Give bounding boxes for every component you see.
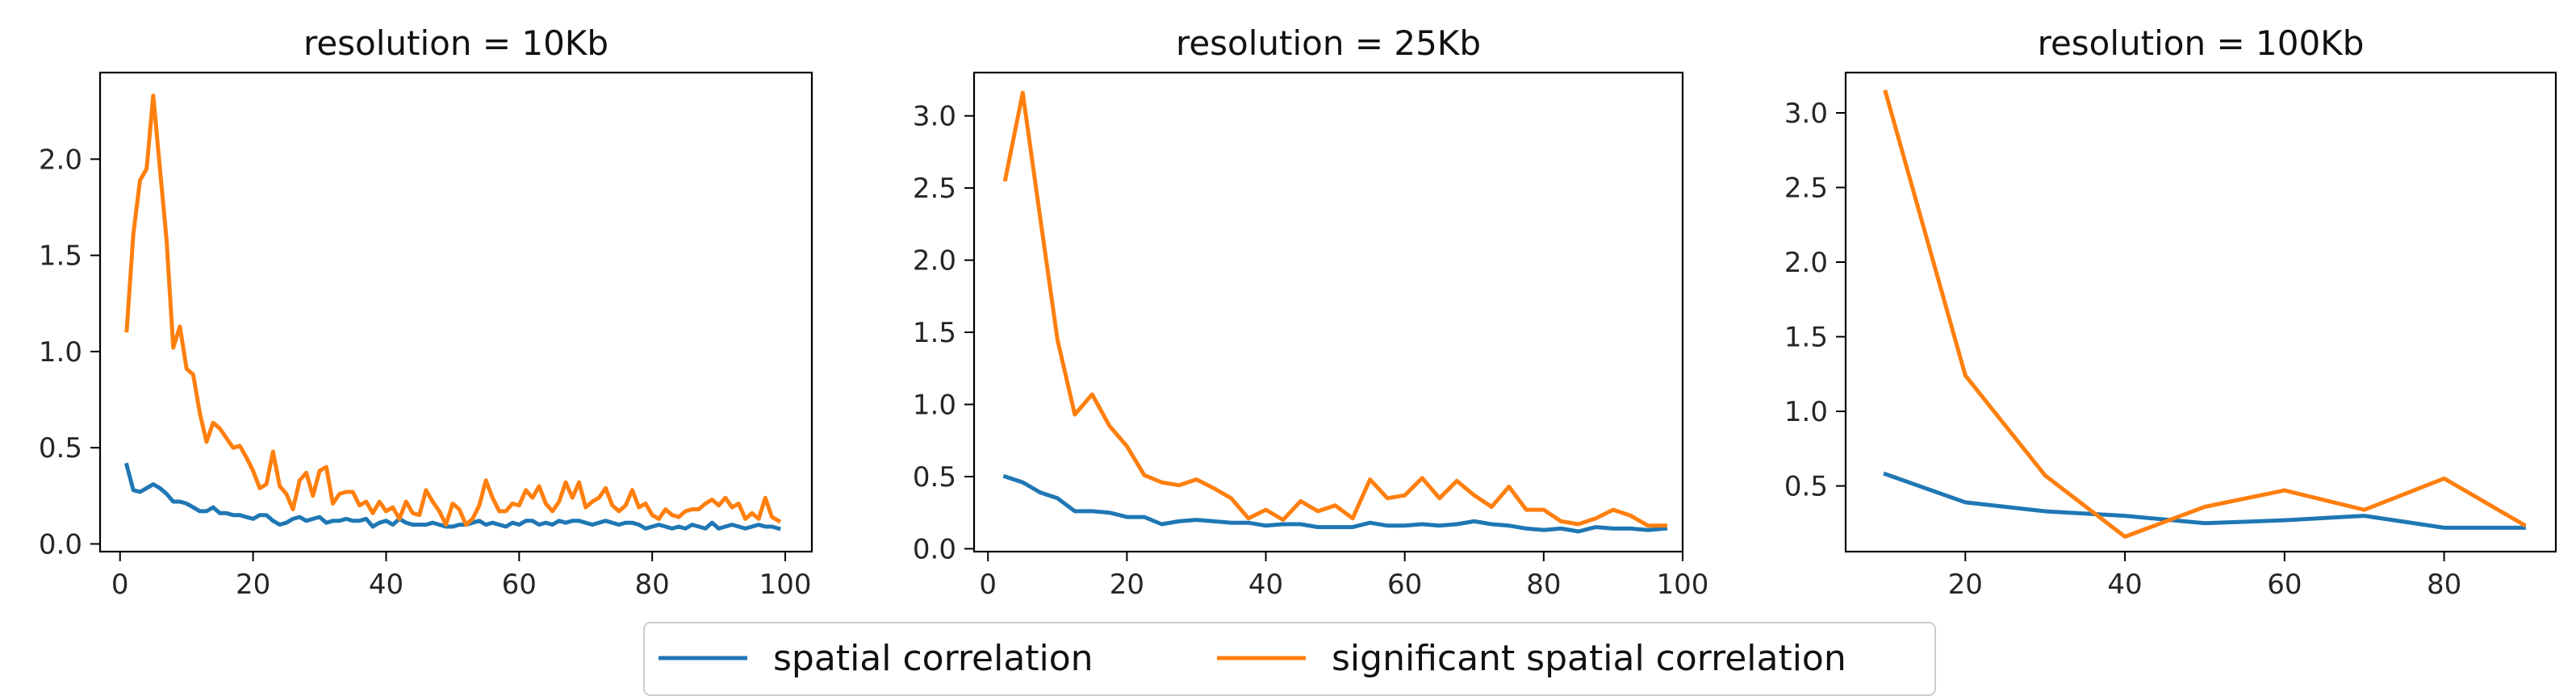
x-tick-label: 100	[1657, 569, 1709, 601]
y-tick-label: 1.5	[913, 317, 956, 349]
series-line-significant-spatial-correlation	[1002, 90, 1667, 528]
y-tick-label: 2.0	[39, 144, 82, 176]
x-tick-label: 80	[2427, 569, 2461, 601]
x-tick-label: 60	[502, 569, 537, 601]
panel-title: resolution = 25Kb	[1176, 23, 1481, 63]
y-tick-label: 3.0	[1784, 98, 1828, 130]
series-line-significant-spatial-correlation	[1883, 90, 2527, 539]
y-tick-label: 0.0	[913, 533, 956, 565]
x-tick-label: 20	[236, 569, 270, 601]
chart-panel-2: resolution = 25Kb 0 20 40 60 80 100 0.0 0.5 1.0 1.…	[913, 23, 1709, 601]
panel-title: resolution = 10Kb	[303, 23, 608, 63]
y-tick-label: 0.5	[39, 432, 82, 465]
y-tick-label: 1.0	[913, 390, 956, 422]
y-tick-label: 0.0	[39, 528, 82, 560]
series-line-spatial-correlation	[1002, 473, 1668, 534]
y-tick-label: 1.0	[39, 336, 82, 369]
y-tick-label: 1.5	[1784, 322, 1828, 354]
x-tick-label: 80	[1526, 569, 1561, 601]
y-tick-label: 2.5	[1784, 172, 1828, 204]
y-tick-label: 1.0	[1784, 396, 1828, 428]
y-tick-label: 2.5	[913, 173, 956, 205]
x-tick-label: 40	[1248, 569, 1283, 601]
x-tick-label: 0	[979, 569, 997, 601]
x-tick-label: 60	[1387, 569, 1422, 601]
y-tick-label: 1.5	[39, 240, 82, 273]
x-tick-label: 80	[635, 569, 670, 601]
y-tick-label: 2.0	[913, 245, 956, 277]
y-tick-label: 0.5	[1784, 471, 1828, 503]
x-tick-label: 100	[759, 569, 812, 601]
chart-panel-1: resolution = 10Kb 0 20 40 60 80 100 0.0 0.5 1.0 1.…	[39, 23, 813, 601]
y-tick-label: 2.0	[1784, 247, 1828, 279]
x-tick-label: 20	[1110, 569, 1144, 601]
legend: spatial correlation significant spatial c…	[643, 622, 1936, 696]
chart-panel-3: resolution = 100Kb 20 40 60 80 0.5 1.0 1.5 2.0 2.…	[1784, 23, 2557, 601]
y-tick-label: 3.0	[913, 101, 956, 133]
legend-label: spatial correlation	[773, 638, 1094, 679]
series-line-spatial-correlation	[1883, 471, 2526, 530]
panel-title: resolution = 100Kb	[2038, 23, 2365, 63]
x-tick-label: 20	[1948, 569, 1983, 601]
x-tick-label: 40	[2107, 569, 2142, 601]
y-tick-label: 0.5	[913, 461, 956, 494]
plot-frame	[1844, 71, 2557, 553]
plot-frame	[98, 71, 813, 553]
x-tick-label: 40	[369, 569, 404, 601]
series-line-significant-spatial-correlation	[124, 94, 782, 527]
legend-label: significant spatial correlation	[1332, 638, 1846, 679]
x-tick-label: 60	[2267, 569, 2302, 601]
plot-frame	[972, 71, 1684, 553]
series-line-spatial-correlation	[123, 462, 781, 531]
x-tick-label: 0	[111, 569, 129, 601]
